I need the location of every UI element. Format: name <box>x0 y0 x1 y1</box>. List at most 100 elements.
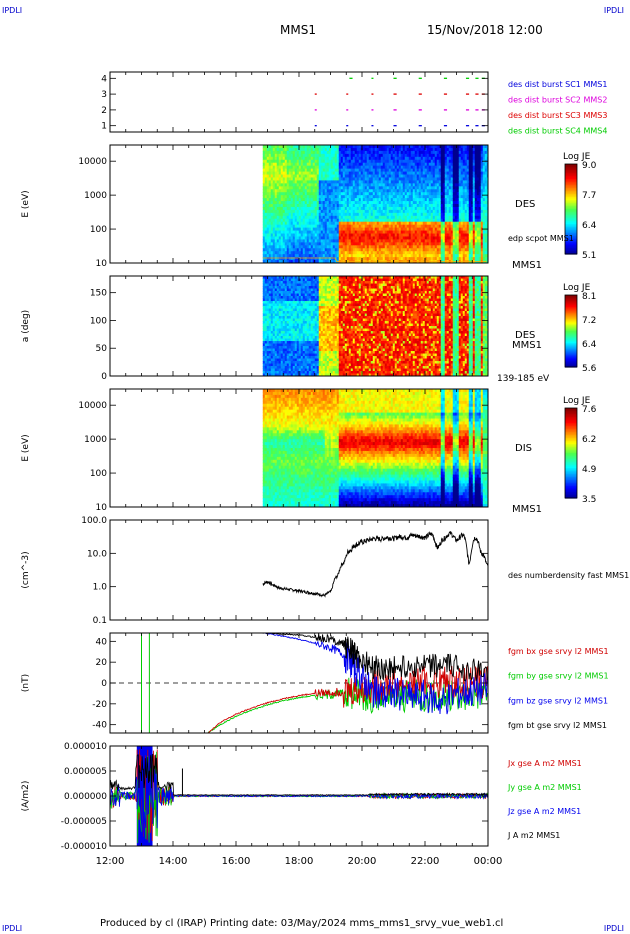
spectrogram-cell <box>462 153 466 158</box>
spectrogram-cell <box>298 230 302 234</box>
spectrogram-cell <box>274 293 278 297</box>
spectrogram-cell <box>440 239 444 243</box>
spectrogram-cell <box>292 145 296 149</box>
spectrogram-cell <box>456 248 460 252</box>
spectrogram-cell <box>424 224 428 229</box>
spectrogram-cell <box>272 245 276 249</box>
spectrogram-cell <box>266 245 270 249</box>
spectrogram-cell <box>430 192 434 196</box>
spectrogram-cell <box>270 254 274 258</box>
spectrogram-cell <box>414 242 418 246</box>
spectrogram-cell <box>278 336 282 339</box>
spectrogram-cell <box>296 183 300 187</box>
spectrogram-cell <box>438 206 442 211</box>
spectrogram-cell <box>460 224 464 229</box>
spectrogram-cell <box>416 254 420 258</box>
spectrogram-cell <box>282 328 286 332</box>
spectrogram-cell <box>478 180 482 184</box>
spectrogram-cell <box>342 236 346 240</box>
spectrogram-cell <box>376 180 380 184</box>
spectrogram-cell <box>364 239 368 243</box>
spectrogram-cell <box>448 165 452 170</box>
spectrogram-cell <box>396 209 400 214</box>
spectrogram-cell <box>374 233 378 237</box>
spectrogram-cell <box>388 195 392 199</box>
spectrogram-cell <box>442 224 446 229</box>
spectrogram-cell <box>270 174 274 178</box>
spectrogram-cell <box>328 248 332 252</box>
spectrogram-cell <box>438 195 442 199</box>
spectrogram-cell <box>338 195 342 199</box>
spectrogram-cell <box>386 195 390 199</box>
spectrogram-cell <box>430 159 434 164</box>
spectrogram-cell <box>478 212 482 217</box>
spectrogram-cell <box>298 248 302 252</box>
spectrogram-cell <box>456 221 460 226</box>
spectrogram-cell <box>468 224 472 229</box>
spectrogram-cell <box>346 168 350 173</box>
spectrogram-cell <box>292 159 296 164</box>
spectrogram-cell <box>322 147 326 152</box>
spectrogram-cell <box>286 153 290 158</box>
spectrogram-cell <box>326 156 330 161</box>
spectrogram-cell <box>272 150 276 155</box>
spectrogram-cell <box>284 209 288 214</box>
spectrogram-cell <box>306 215 310 220</box>
spectrogram-cell <box>268 326 272 329</box>
spectrogram-cell <box>280 171 284 175</box>
spectrogram-cell <box>448 218 452 223</box>
spectrogram-cell <box>272 254 276 258</box>
spectrogram-cell <box>346 150 350 155</box>
spectrogram-cell <box>394 171 398 175</box>
spectrogram-cell <box>410 236 414 240</box>
spectrogram-cell <box>384 159 388 164</box>
spectrogram-cell <box>422 174 426 178</box>
spectrogram-cell <box>294 195 298 199</box>
spectrogram-cell <box>394 233 398 237</box>
spectrogram-cell <box>400 218 404 223</box>
spectrogram-cell <box>268 242 272 246</box>
spectrogram-cell <box>392 204 396 208</box>
spectrogram-cell <box>334 218 338 223</box>
spectrogram-cell <box>298 201 302 205</box>
spectrogram-cell <box>268 356 272 359</box>
spectrogram-cell <box>354 218 358 223</box>
spectrogram-cell <box>472 233 476 237</box>
spectrogram-cell <box>292 165 296 170</box>
spectrogram-cell <box>428 254 432 258</box>
spectrogram-cell <box>310 257 314 261</box>
spectrogram-cell <box>342 168 346 173</box>
spectrogram-cell <box>318 189 322 193</box>
spectrogram-cell <box>396 195 400 199</box>
spectrogram-cell <box>306 180 310 184</box>
spectrogram-cell <box>372 239 376 243</box>
spectrogram-cell <box>308 195 312 199</box>
spectrogram-cell <box>344 162 348 167</box>
spectrogram-cell <box>320 209 324 214</box>
spectrogram-cell <box>412 204 416 208</box>
spectrogram-cell <box>450 206 454 211</box>
spectrogram-cell <box>374 227 378 232</box>
spectrogram-cell <box>380 153 384 158</box>
spectrogram-cell <box>324 239 328 243</box>
spectrogram-cell <box>262 351 266 354</box>
spectrogram-cell <box>416 189 420 193</box>
spectrogram-cell <box>272 198 276 202</box>
spectrogram-cell <box>264 363 268 367</box>
spectrogram-cell <box>434 257 438 261</box>
spectrogram-cell <box>306 236 310 240</box>
spectrogram-cell <box>452 204 456 208</box>
spectrogram-cell <box>440 145 444 149</box>
spectrogram-cell <box>368 180 372 184</box>
spectrogram-cell <box>324 248 328 252</box>
spectrogram-cell <box>290 233 294 237</box>
spectrogram-cell <box>402 206 406 211</box>
spectrogram-cell <box>342 201 346 205</box>
spectrogram-cell <box>414 206 418 211</box>
spectrogram-cell <box>474 230 478 234</box>
spectrogram-cell <box>426 242 430 246</box>
spectrogram-cell <box>378 156 382 161</box>
spectrogram-cell <box>398 239 402 243</box>
spectrogram-cell <box>292 242 296 246</box>
spectrogram-cell <box>266 366 270 369</box>
